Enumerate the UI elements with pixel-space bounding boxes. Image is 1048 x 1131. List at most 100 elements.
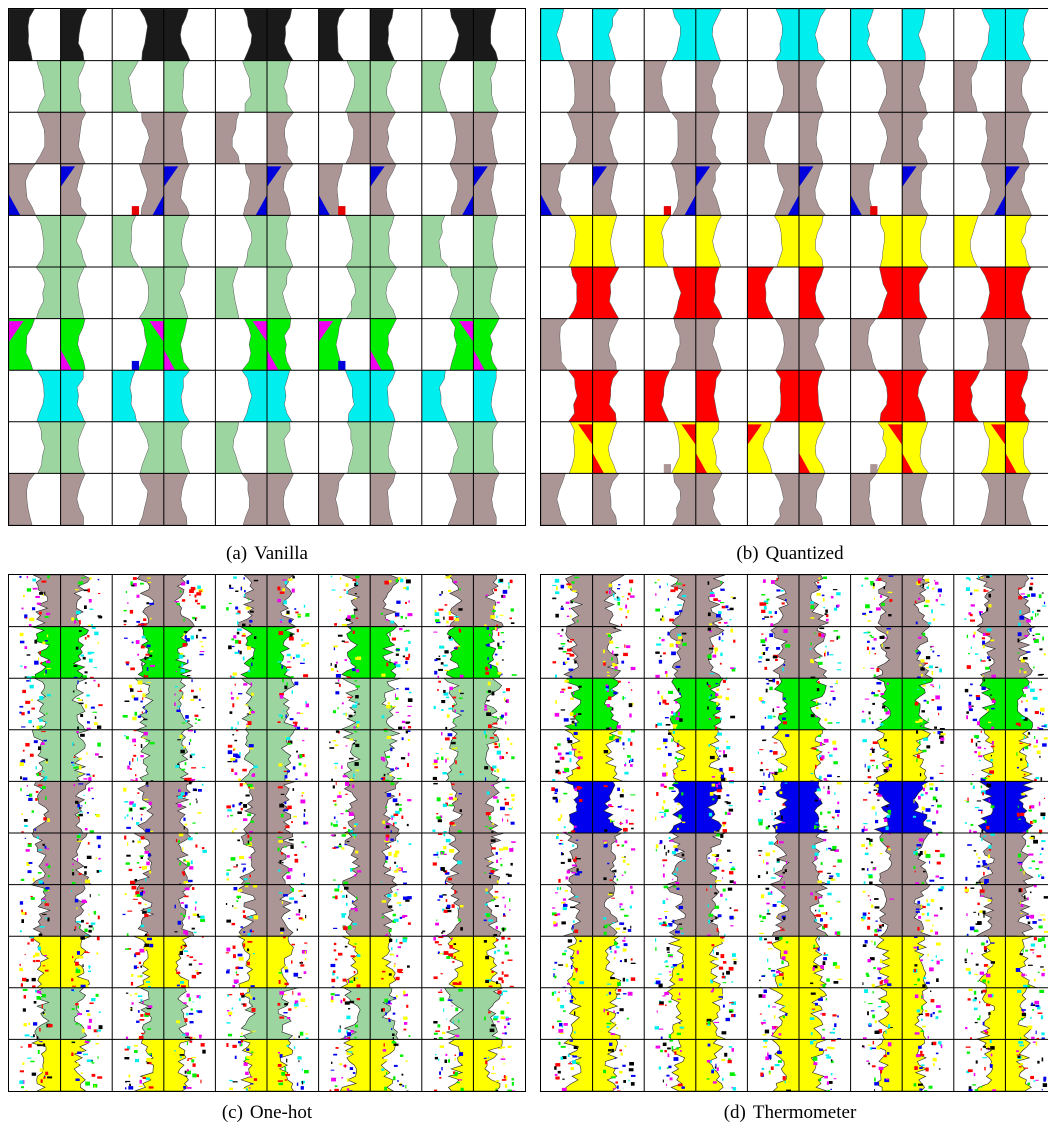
segmentation-cell — [541, 832, 593, 885]
segmentation-cell — [1005, 318, 1048, 371]
segmentation-cell — [695, 111, 748, 165]
segmentation-cell — [421, 266, 474, 319]
segmentation-cell — [644, 473, 697, 525]
segmentation-cell — [60, 832, 113, 885]
segmentation-cell — [747, 729, 800, 784]
segmentation-cell — [60, 987, 113, 1040]
segmentation-cell — [215, 318, 268, 371]
segmentation-cell — [215, 369, 268, 423]
panel-c-title: One-hot — [249, 1102, 313, 1123]
segmentation-cell — [953, 60, 1006, 113]
segmentation-cell — [163, 60, 216, 113]
segmentation-cell — [643, 369, 696, 423]
segmentation-cell — [953, 987, 1006, 1040]
segmentation-cell — [798, 369, 851, 423]
segmentation-cell — [60, 729, 113, 783]
segmentation-cell — [747, 884, 800, 940]
segmentation-cell — [266, 987, 319, 1041]
segmentation-cell — [9, 677, 61, 731]
segmentation-cell — [901, 111, 954, 165]
segmentation-cell — [1005, 935, 1048, 989]
segmentation-cell — [215, 215, 268, 268]
segmentation-cell — [215, 677, 268, 731]
panel-b-label: (b) — [736, 543, 759, 564]
segmentation-cell — [369, 1039, 422, 1091]
segmentation-cell — [473, 935, 525, 989]
segmentation-cell — [473, 60, 525, 113]
segmentation-cell — [850, 884, 903, 937]
segmentation-cell — [695, 215, 748, 268]
segmentation-cell — [953, 626, 1006, 679]
segmentation-cell — [60, 884, 113, 938]
segmentation-cell — [163, 575, 216, 627]
segmentation-cell — [592, 677, 645, 731]
segmentation-cell — [541, 626, 593, 682]
segmentation-cell — [163, 266, 216, 319]
segmentation-cell — [369, 987, 422, 1042]
segmentation-cell — [541, 729, 593, 783]
segmentation-cell — [473, 9, 525, 61]
segmentation-cell — [9, 111, 61, 165]
segmentation-cell — [112, 9, 165, 61]
segmentation-cell — [266, 626, 319, 679]
segmentation-cell — [266, 935, 319, 989]
segmentation-cell — [266, 781, 319, 836]
segmentation-cell — [318, 266, 371, 319]
segmentation-cell — [266, 60, 319, 113]
segmentation-cell — [215, 163, 268, 216]
segmentation-cell — [1005, 369, 1048, 423]
segmentation-cell — [695, 473, 748, 525]
segmentation-cell — [695, 987, 748, 1041]
segmentation-cell — [163, 987, 216, 1041]
segmentation-cell — [318, 884, 371, 939]
segmentation-cell — [9, 781, 61, 836]
segmentation-cell — [901, 935, 954, 989]
segmentation-cell — [901, 575, 954, 627]
segmentation-cell — [644, 626, 697, 681]
panel-b-grid — [541, 9, 1048, 525]
segmentation-cell — [215, 729, 268, 782]
segmentation-cell — [112, 987, 165, 1042]
segmentation-cell — [60, 626, 113, 681]
segmentation-cell — [369, 60, 422, 113]
segmentation-cell — [318, 9, 371, 61]
segmentation-cell — [369, 781, 422, 834]
segmentation-cell — [111, 215, 164, 268]
segmentation-cell — [1005, 266, 1048, 319]
segmentation-cell — [953, 111, 1006, 165]
segmentation-cell — [901, 163, 954, 216]
segmentation-cell — [369, 575, 422, 630]
segmentation-cell — [901, 9, 954, 61]
segmentation-cell — [163, 473, 216, 525]
segmentation-cell — [953, 215, 1006, 268]
segmentation-cell — [112, 729, 165, 784]
segmentation-cell — [266, 111, 319, 165]
segmentation-cell — [747, 60, 800, 113]
segmentation-cell — [953, 935, 1006, 991]
segmentation-cell — [695, 1039, 748, 1091]
segmentation-cell — [747, 111, 799, 165]
segmentation-cell — [747, 575, 800, 630]
segmentation-cell — [369, 266, 422, 319]
panel-c-frame — [8, 574, 526, 1092]
segmentation-cell — [369, 9, 422, 61]
segmentation-cell — [644, 677, 697, 731]
segmentation-cell — [421, 987, 474, 1040]
segmentation-cell — [1005, 473, 1048, 525]
segmentation-cell — [644, 318, 697, 371]
segmentation-cell — [798, 163, 851, 216]
segmentation-cell — [541, 935, 593, 990]
segmentation-cell — [901, 781, 954, 834]
segmentation-cell — [541, 369, 593, 423]
segmentation-cell — [369, 111, 422, 165]
segmentation-cell — [60, 60, 113, 113]
segmentation-cell — [644, 884, 697, 937]
segmentation-cell — [695, 163, 748, 216]
segmentation-cell — [9, 9, 61, 61]
segmentation-cell — [473, 575, 525, 628]
segmentation-cell — [901, 987, 954, 1040]
segmentation-cell — [695, 9, 748, 61]
segmentation-cell — [318, 369, 371, 423]
segmentation-cell — [215, 832, 268, 889]
segmentation-cell — [369, 729, 422, 784]
